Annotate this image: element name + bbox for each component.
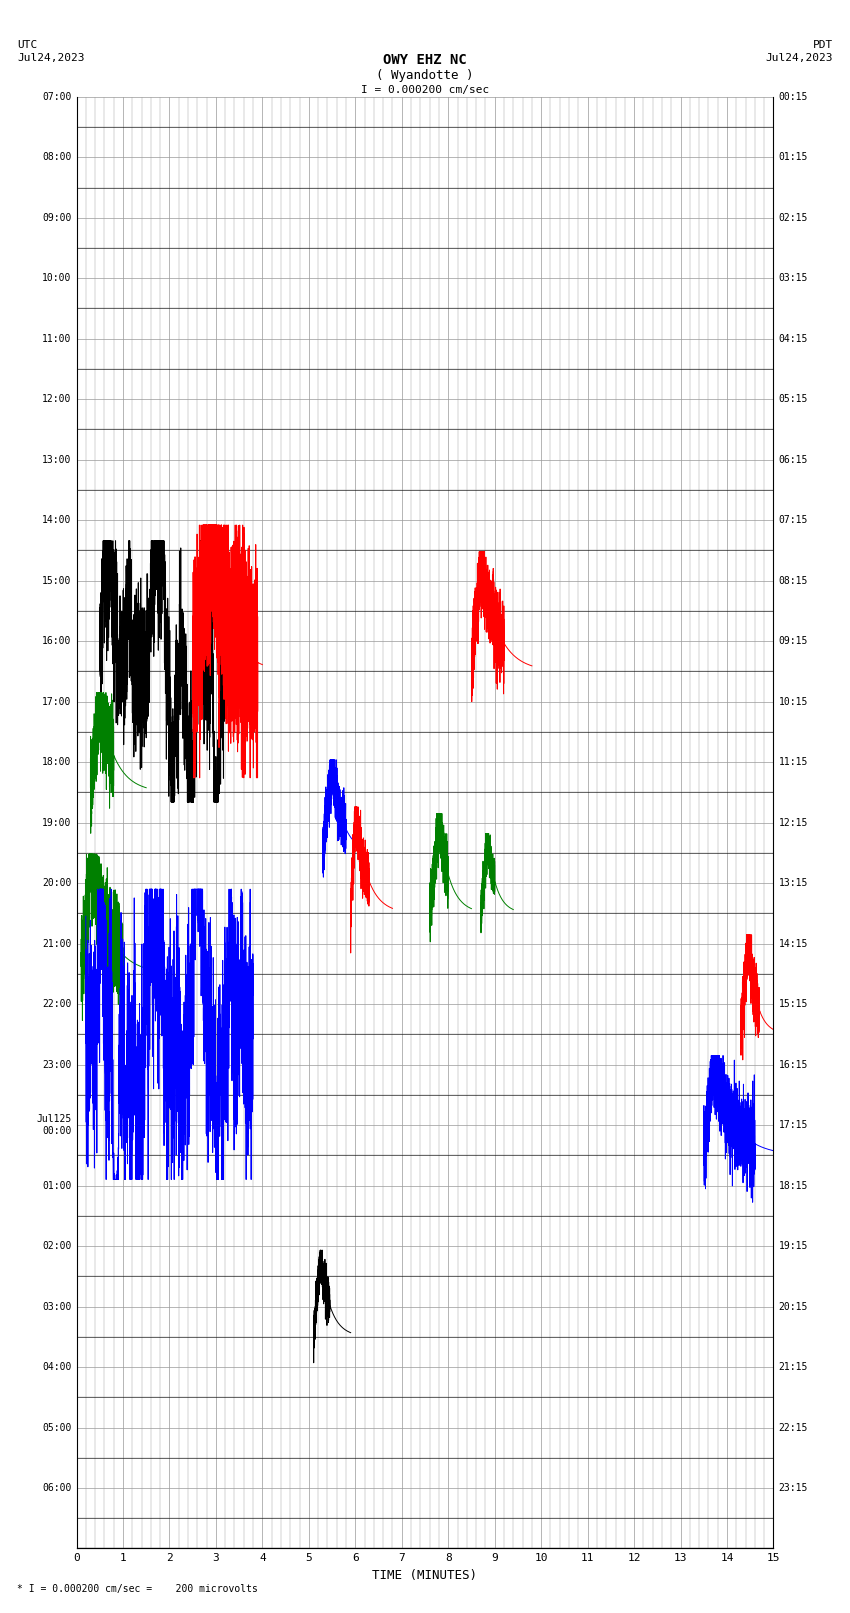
- Text: PDT: PDT: [813, 40, 833, 50]
- Text: OWY EHZ NC: OWY EHZ NC: [383, 53, 467, 68]
- Text: UTC: UTC: [17, 40, 37, 50]
- X-axis label: TIME (MINUTES): TIME (MINUTES): [372, 1569, 478, 1582]
- Text: Jul24,2023: Jul24,2023: [17, 53, 84, 63]
- Text: ( Wyandotte ): ( Wyandotte ): [377, 69, 473, 82]
- Text: Jul24,2023: Jul24,2023: [766, 53, 833, 63]
- Text: I = 0.000200 cm/sec: I = 0.000200 cm/sec: [361, 85, 489, 95]
- Text: * I = 0.000200 cm/sec =    200 microvolts: * I = 0.000200 cm/sec = 200 microvolts: [17, 1584, 258, 1594]
